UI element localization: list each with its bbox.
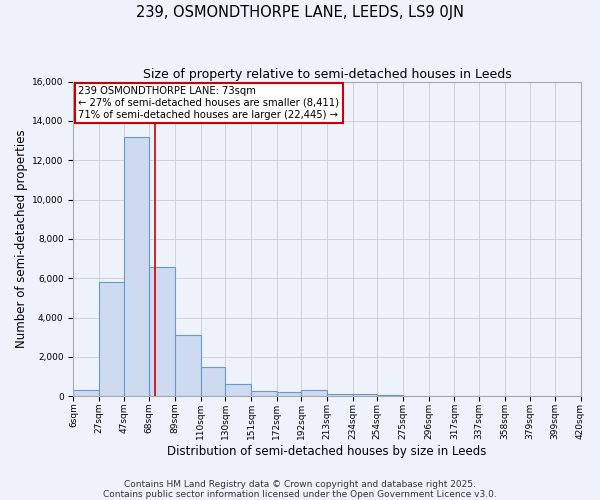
Bar bbox=[277, 392, 301, 396]
Bar bbox=[327, 394, 353, 396]
Bar bbox=[225, 384, 251, 396]
Bar bbox=[201, 367, 225, 396]
Bar bbox=[99, 282, 124, 397]
Bar bbox=[353, 394, 377, 396]
Bar bbox=[251, 392, 277, 396]
Text: 239 OSMONDTHORPE LANE: 73sqm
← 27% of semi-detached houses are smaller (8,411)
7: 239 OSMONDTHORPE LANE: 73sqm ← 27% of se… bbox=[79, 86, 340, 120]
Bar bbox=[301, 390, 327, 396]
Bar bbox=[149, 266, 175, 396]
Bar bbox=[377, 395, 403, 396]
Bar bbox=[124, 136, 149, 396]
Bar bbox=[175, 336, 201, 396]
Text: Contains HM Land Registry data © Crown copyright and database right 2025.
Contai: Contains HM Land Registry data © Crown c… bbox=[103, 480, 497, 499]
Text: 239, OSMONDTHORPE LANE, LEEDS, LS9 0JN: 239, OSMONDTHORPE LANE, LEEDS, LS9 0JN bbox=[136, 5, 464, 20]
Title: Size of property relative to semi-detached houses in Leeds: Size of property relative to semi-detach… bbox=[143, 68, 511, 80]
Bar bbox=[73, 390, 99, 396]
Y-axis label: Number of semi-detached properties: Number of semi-detached properties bbox=[15, 130, 28, 348]
X-axis label: Distribution of semi-detached houses by size in Leeds: Distribution of semi-detached houses by … bbox=[167, 444, 487, 458]
